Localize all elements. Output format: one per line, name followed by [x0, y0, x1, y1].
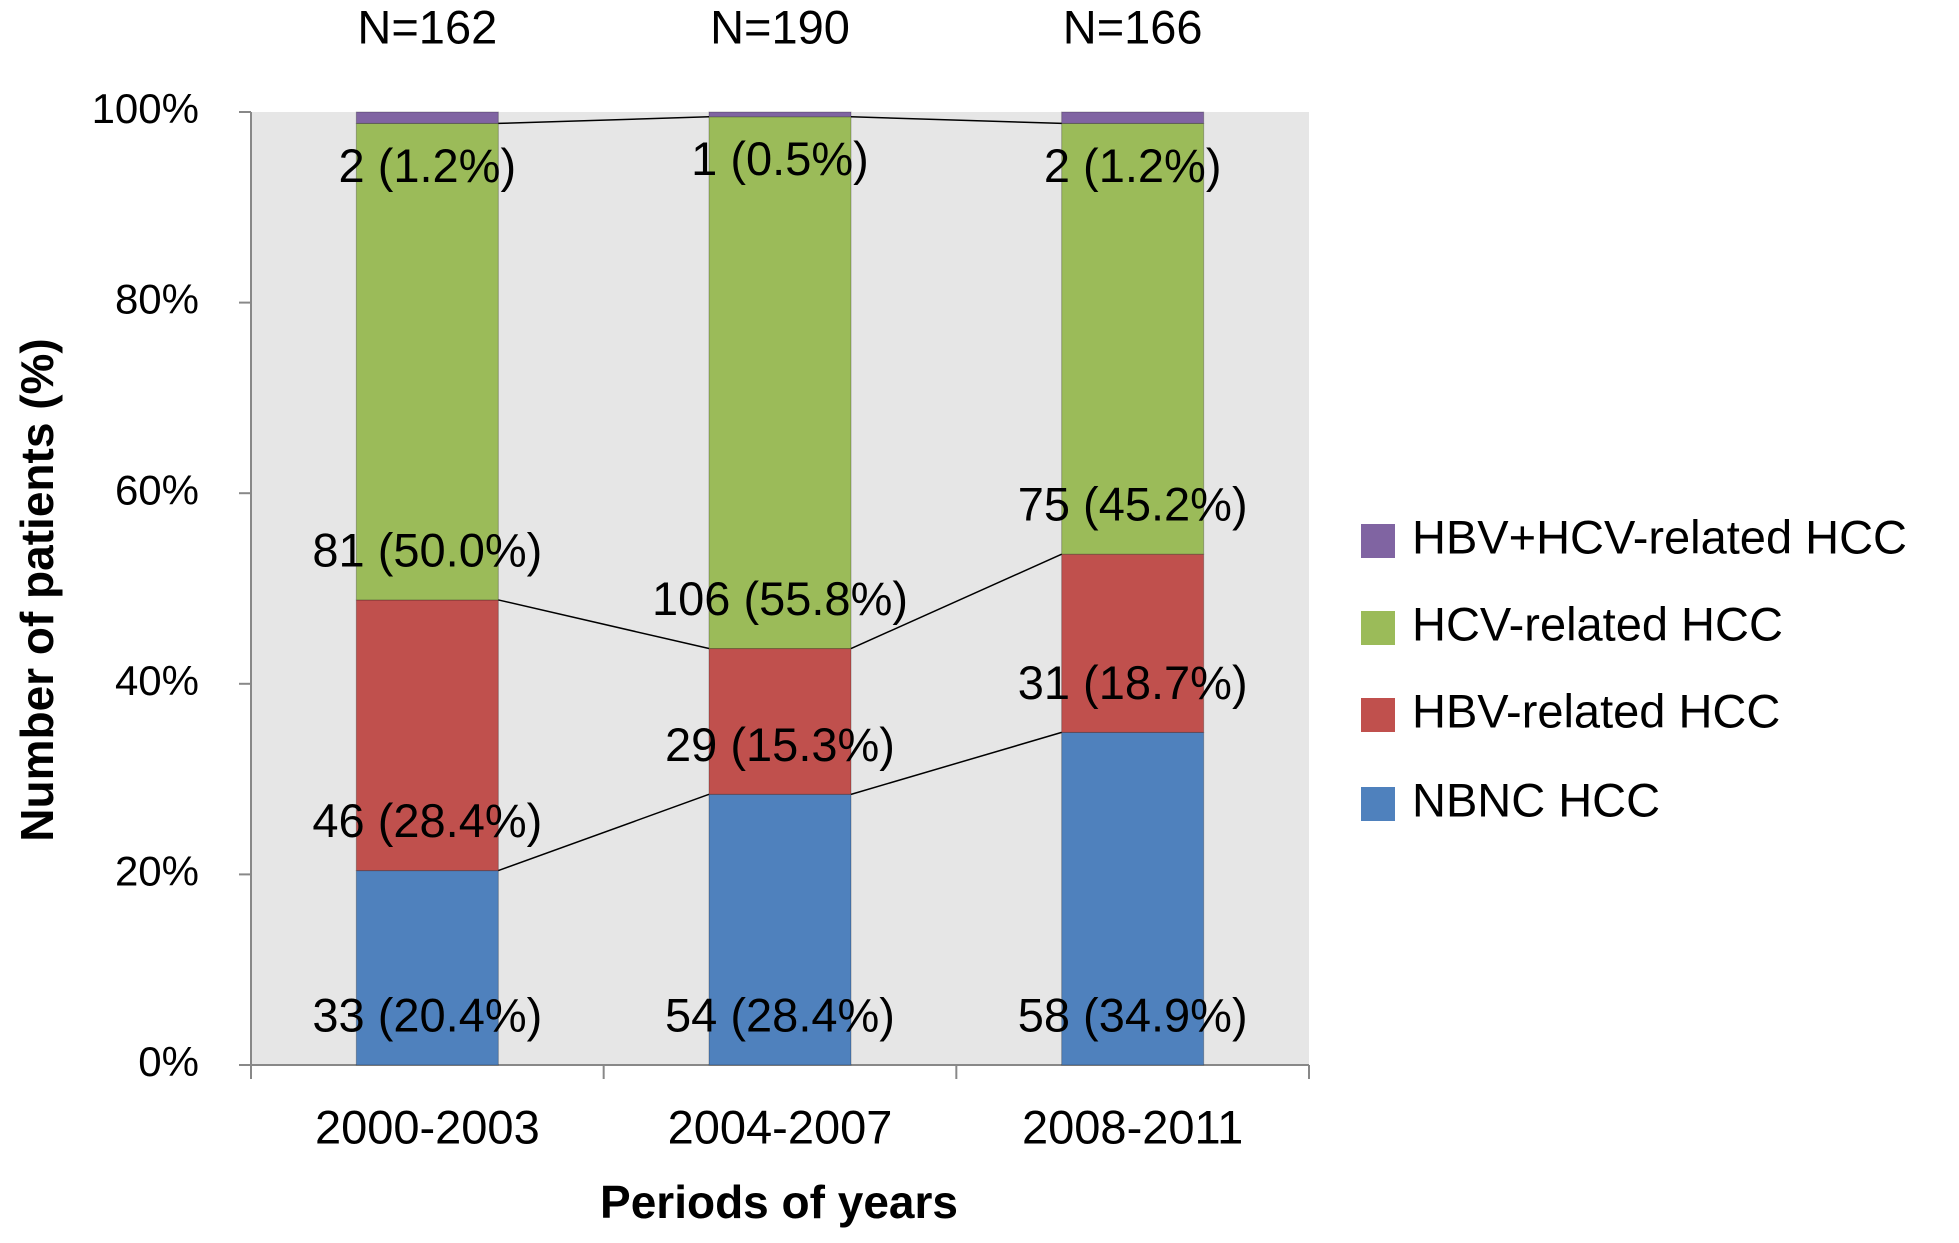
legend-swatch [1361, 524, 1395, 558]
y-tick-label: 0% [138, 1038, 199, 1085]
data-label: 75 (45.2%) [1018, 478, 1248, 531]
x-tick-label: 2000-2003 [315, 1100, 540, 1153]
y-tick-label: 60% [115, 466, 199, 513]
bar-segment [1061, 122, 1205, 555]
bar-segment [708, 648, 852, 795]
bar-segment [708, 793, 852, 1066]
bar-segment [355, 599, 499, 872]
y-tick-label: 100% [92, 85, 199, 132]
connector-line [850, 116, 1062, 125]
x-axis-title: Periods of years [600, 1176, 958, 1228]
bar-segment [708, 111, 852, 118]
data-label: 46 (28.4%) [312, 794, 542, 847]
legend-label: HCV-related HCC [1412, 597, 1783, 650]
y-tick-label: 80% [115, 276, 199, 323]
bar-segment [355, 111, 499, 124]
annotation: N=190 [710, 0, 850, 53]
data-label: 1 (0.5%) [691, 132, 869, 185]
bar-segment [1061, 111, 1205, 124]
x-tick-label: 2004-2007 [668, 1100, 893, 1153]
bar-segment [355, 870, 499, 1066]
annotation: N=166 [1063, 0, 1203, 53]
bar-segment [708, 116, 852, 650]
data-label: 29 (15.3%) [665, 718, 895, 771]
x-tick-label: 2008-2011 [1022, 1100, 1243, 1153]
legend-label: NBNC HCC [1412, 773, 1660, 826]
y-axis-title: Number of patients (%) [11, 338, 63, 841]
data-label: 2 (1.2%) [339, 139, 517, 192]
data-label: 106 (55.8%) [652, 572, 908, 625]
y-tick-label: 20% [115, 847, 199, 894]
legend-swatch [1361, 698, 1395, 732]
data-label: 31 (18.7%) [1018, 656, 1248, 709]
data-label: 2 (1.2%) [1044, 139, 1222, 192]
legend-swatch [1361, 611, 1395, 645]
y-tick-label: 40% [115, 657, 199, 704]
data-label: 81 (50.0%) [312, 523, 542, 576]
connector-line [498, 793, 710, 872]
legend-label: HBV+HCV-related HCC [1412, 510, 1907, 563]
data-label: 58 (34.9%) [1018, 988, 1248, 1041]
connector-line [498, 599, 710, 650]
bar-segment [355, 122, 499, 601]
data-label: 54 (28.4%) [665, 988, 895, 1041]
legend-label: HBV-related HCC [1412, 684, 1780, 737]
legend-swatch [1361, 787, 1395, 821]
bar-segment [1061, 731, 1205, 1066]
connector-line [498, 116, 710, 125]
connector-line [850, 553, 1062, 650]
data-label: 33 (20.4%) [312, 988, 542, 1041]
connector-line [850, 731, 1062, 796]
annotation: N=162 [357, 0, 497, 53]
